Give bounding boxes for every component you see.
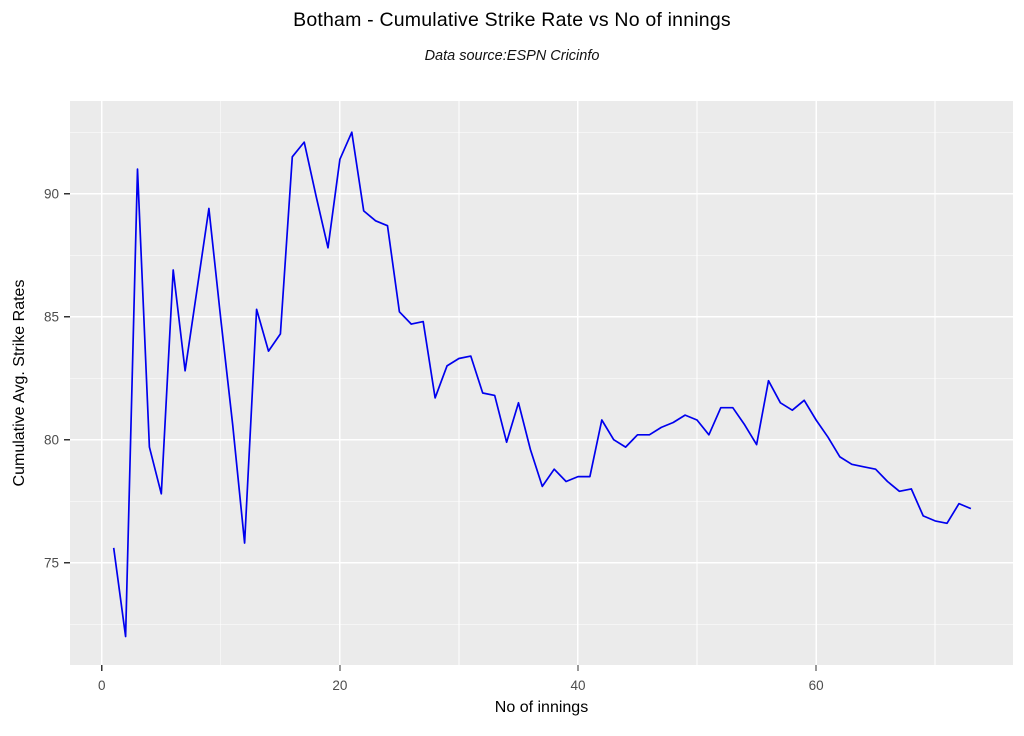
y-tick-label: 90 <box>44 186 59 201</box>
x-tick-label: 20 <box>332 678 347 693</box>
x-tick-label: 40 <box>570 678 585 693</box>
x-axis-title: No of innings <box>494 699 589 716</box>
y-tick-label: 75 <box>44 555 59 570</box>
series-line <box>112 131 972 638</box>
plot-panel <box>70 101 1013 665</box>
x-tick-label: 0 <box>98 678 106 693</box>
y-axis-title: Cumulative Avg. Strike Rates <box>11 279 28 487</box>
y-tick-label: 85 <box>44 309 59 324</box>
chart-subtitle: Data source:ESPN Cricinfo <box>424 48 600 64</box>
chart-title: Botham - Cumulative Strike Rate vs No of… <box>293 9 731 31</box>
y-tick-label: 80 <box>44 432 59 447</box>
x-tick-label: 60 <box>809 678 824 693</box>
